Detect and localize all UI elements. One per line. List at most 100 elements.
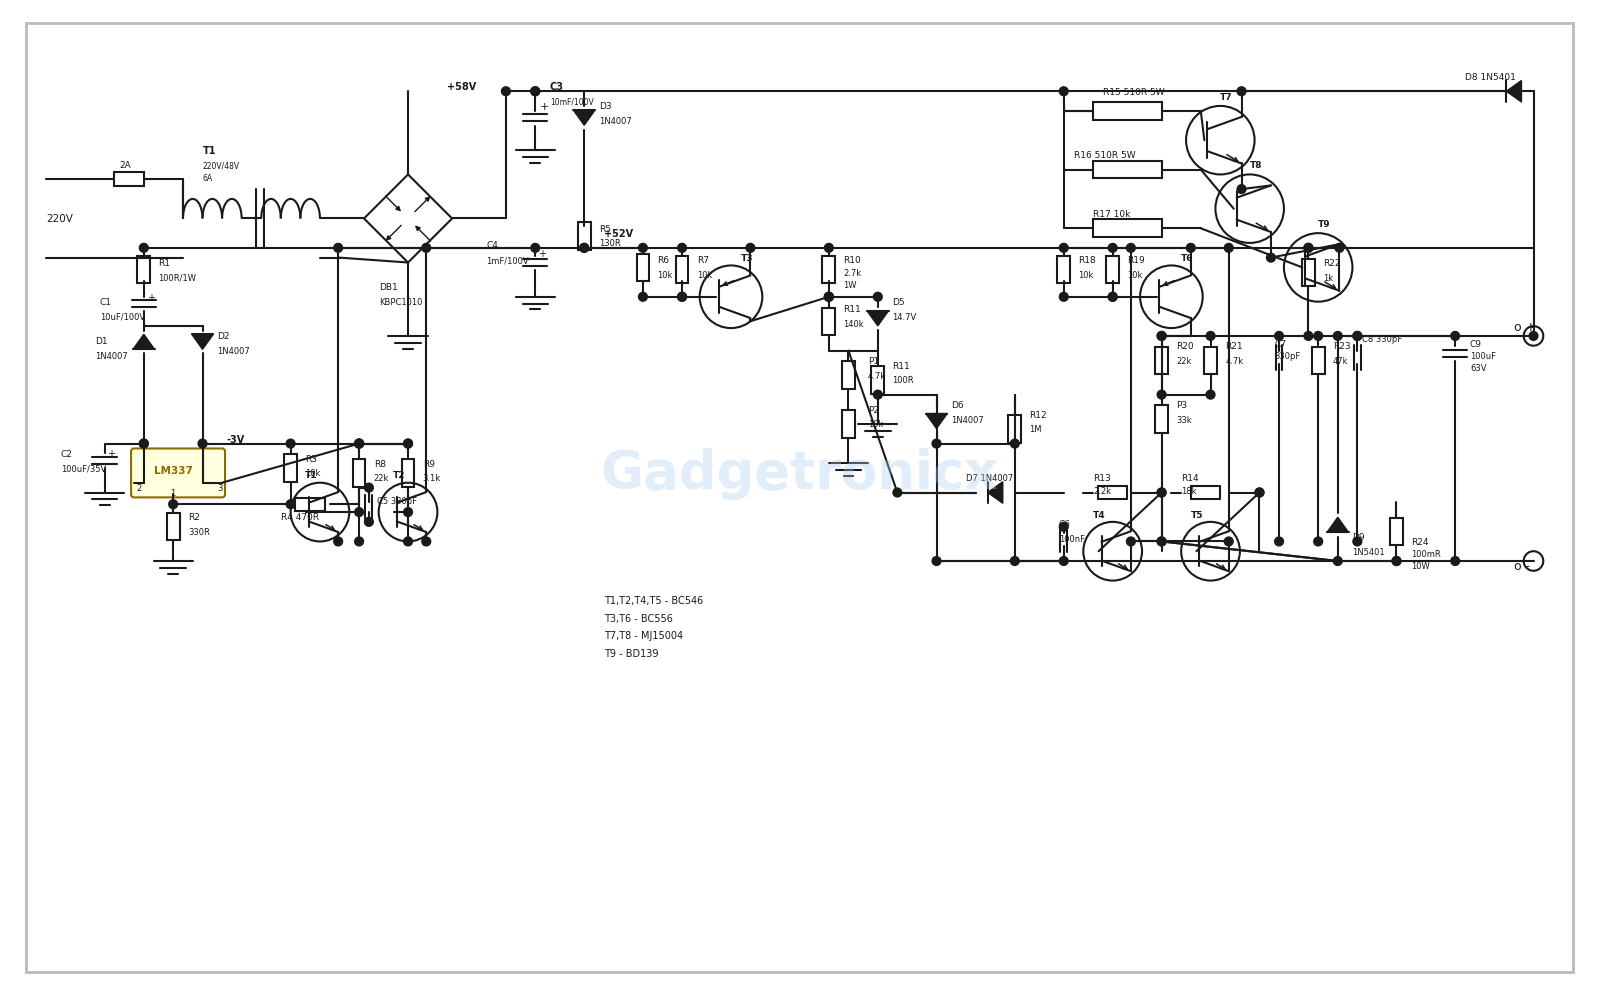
Text: R15 510R 5W: R15 510R 5W <box>1103 88 1164 97</box>
Circle shape <box>678 293 686 302</box>
Circle shape <box>580 245 588 253</box>
Circle shape <box>1158 332 1166 341</box>
Bar <box>296 498 325 511</box>
Text: 10mF/100V: 10mF/100V <box>550 98 593 106</box>
Bar <box>1094 103 1161 120</box>
Text: T1: T1 <box>305 471 318 480</box>
Text: KBPC1010: KBPC1010 <box>379 298 422 307</box>
Circle shape <box>334 537 342 546</box>
Circle shape <box>403 440 413 449</box>
Text: P3: P3 <box>1177 400 1188 409</box>
Circle shape <box>1186 245 1194 253</box>
Polygon shape <box>926 414 947 429</box>
Bar <box>1094 162 1161 179</box>
Text: P2: P2 <box>868 405 879 414</box>
Text: D5: D5 <box>892 298 905 307</box>
Bar <box>1311 347 1324 375</box>
Text: R11: R11 <box>892 362 910 371</box>
Polygon shape <box>574 111 595 126</box>
Text: R11: R11 <box>844 305 862 314</box>
Circle shape <box>1450 332 1460 341</box>
Circle shape <box>678 293 686 302</box>
Text: R13: R13 <box>1094 474 1111 483</box>
Text: D1: D1 <box>94 337 107 346</box>
Bar <box>138 256 150 284</box>
Circle shape <box>531 88 540 97</box>
Circle shape <box>1353 332 1362 341</box>
Text: 22k: 22k <box>1177 357 1191 366</box>
Circle shape <box>825 293 833 302</box>
Bar <box>871 367 884 394</box>
Circle shape <box>139 440 149 449</box>
Text: T6: T6 <box>1182 253 1194 263</box>
Text: P1: P1 <box>868 357 879 366</box>
Text: R2: R2 <box>187 513 200 522</box>
Text: 47k: 47k <box>1334 357 1348 366</box>
Bar <box>1390 519 1402 546</box>
Text: 10k: 10k <box>1078 270 1094 279</box>
Text: R19: R19 <box>1127 255 1145 265</box>
Circle shape <box>1158 332 1166 341</box>
Circle shape <box>825 293 833 302</box>
Text: 1N4007: 1N4007 <box>217 347 249 356</box>
Bar <box>1191 487 1220 499</box>
Circle shape <box>1314 537 1322 546</box>
Text: T7: T7 <box>1220 93 1233 102</box>
Text: C7: C7 <box>1274 340 1286 349</box>
Text: R20: R20 <box>1177 342 1194 351</box>
Circle shape <box>932 440 940 449</box>
Text: 10k: 10k <box>305 469 321 478</box>
Circle shape <box>1158 537 1166 546</box>
Text: R22: R22 <box>1322 258 1340 268</box>
Circle shape <box>1393 557 1401 566</box>
Circle shape <box>1011 557 1019 566</box>
Text: T1,T2,T4,T5 - BC546: T1,T2,T4,T5 - BC546 <box>604 596 704 605</box>
Circle shape <box>1108 293 1118 302</box>
Circle shape <box>422 537 430 546</box>
Text: DB1: DB1 <box>379 283 398 292</box>
Circle shape <box>403 508 413 517</box>
Bar <box>843 362 855 389</box>
Bar <box>1107 256 1119 284</box>
Text: R16 510R 5W: R16 510R 5W <box>1073 151 1135 160</box>
Circle shape <box>286 440 294 449</box>
Text: 130R: 130R <box>600 240 620 248</box>
Text: 100uF: 100uF <box>1469 352 1497 361</box>
Circle shape <box>1206 390 1215 399</box>
Text: T8: T8 <box>1250 161 1262 170</box>
Circle shape <box>365 518 373 527</box>
Text: 10k: 10k <box>868 420 883 429</box>
Text: Gadgetronicx: Gadgetronicx <box>601 448 998 500</box>
Bar <box>115 174 144 187</box>
Bar <box>1302 259 1314 287</box>
Text: R18: R18 <box>1078 255 1097 265</box>
Polygon shape <box>1506 82 1522 103</box>
Text: C1: C1 <box>99 298 112 307</box>
Text: R4 470R: R4 470R <box>281 513 318 522</box>
Circle shape <box>678 245 686 253</box>
Bar <box>1009 416 1022 443</box>
Text: 1N4007: 1N4007 <box>951 415 983 424</box>
Bar <box>843 411 855 438</box>
Text: 3: 3 <box>217 483 222 493</box>
Text: 1M: 1M <box>1030 425 1043 434</box>
Text: 2: 2 <box>136 483 141 493</box>
Circle shape <box>1274 332 1284 341</box>
Text: D7 1N4007: D7 1N4007 <box>966 474 1014 483</box>
Circle shape <box>403 440 413 449</box>
Bar <box>1057 256 1070 284</box>
Circle shape <box>1529 332 1538 341</box>
Text: o +: o + <box>1514 320 1537 333</box>
Bar <box>166 514 179 541</box>
Circle shape <box>286 500 294 509</box>
Polygon shape <box>192 335 213 350</box>
Circle shape <box>139 440 149 449</box>
Text: 1: 1 <box>169 488 176 498</box>
Circle shape <box>1158 537 1166 546</box>
Text: 3.1k: 3.1k <box>422 474 441 483</box>
Text: 2A: 2A <box>120 161 131 170</box>
Text: +58V: +58V <box>448 82 477 93</box>
Bar <box>1094 220 1161 238</box>
Text: R5: R5 <box>600 225 611 234</box>
Circle shape <box>1255 489 1263 497</box>
